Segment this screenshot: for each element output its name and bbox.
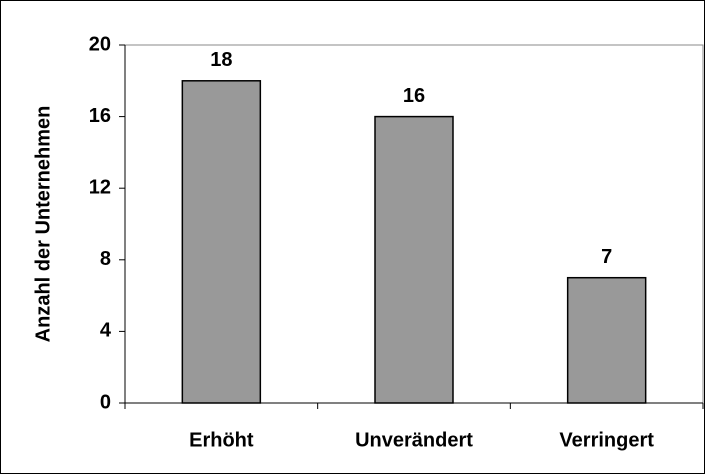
bar bbox=[374, 115, 454, 404]
y-tick-label: 12 bbox=[89, 176, 111, 198]
bar bbox=[566, 276, 647, 404]
data-label: 16 bbox=[403, 85, 425, 107]
bar bbox=[181, 80, 262, 404]
data-label: 18 bbox=[210, 49, 232, 71]
data-label: 7 bbox=[601, 246, 612, 268]
x-tick-label: Unverändert bbox=[355, 429, 473, 451]
y-tick-label: 4 bbox=[100, 320, 112, 342]
y-tick-label: 20 bbox=[89, 33, 111, 55]
x-tick-label: Erhöht bbox=[189, 429, 254, 451]
y-tick-label: 16 bbox=[89, 105, 111, 127]
x-tick-label: Verringert bbox=[559, 429, 654, 451]
y-tick-label: 0 bbox=[100, 391, 111, 413]
y-tick-label: 8 bbox=[100, 248, 111, 270]
y-axis-label: Anzahl der Unternehmen bbox=[32, 106, 54, 343]
